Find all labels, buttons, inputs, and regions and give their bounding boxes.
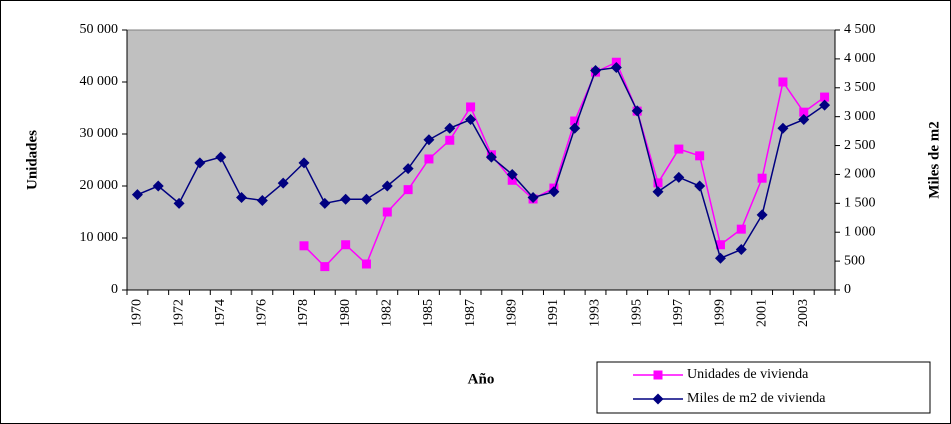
point: [360, 193, 372, 205]
point: [466, 102, 476, 112]
legend-label: Miles de m2 de vivienda: [687, 391, 826, 406]
x-tick-label: 1972: [171, 299, 186, 327]
point: [570, 116, 580, 126]
series-line: [137, 66, 826, 260]
y-tick-label: 20 000: [80, 178, 119, 193]
x-tick-label: 1993: [588, 299, 603, 327]
y2-tick-label: 2 500: [844, 138, 876, 153]
y-tick-label: 30 000: [80, 126, 119, 141]
x-tick-label: 1995: [629, 299, 644, 327]
plot-area: [126, 29, 836, 291]
point: [569, 122, 581, 134]
point: [152, 180, 164, 192]
point: [653, 178, 663, 188]
legend: [596, 361, 931, 414]
y2-tick-label: 1 000: [844, 224, 876, 239]
point: [423, 134, 435, 146]
y-axis-title: Unidades: [24, 130, 40, 190]
y2-tick-label: 3 000: [844, 109, 876, 124]
x-tick-label: 1987: [463, 299, 478, 327]
y-tick-label: 50 000: [80, 22, 119, 37]
point: [381, 180, 393, 192]
point: [527, 192, 539, 204]
y-tick-label: 10 000: [80, 230, 119, 245]
x-tick-label: 1985: [421, 299, 436, 327]
point: [277, 177, 289, 189]
point: [756, 209, 768, 221]
point: [215, 151, 227, 163]
point: [506, 168, 518, 180]
point: [714, 252, 726, 264]
point: [631, 105, 643, 117]
point: [548, 186, 560, 198]
x-tick-label: 1978: [296, 299, 311, 327]
point: [424, 154, 434, 164]
y2-tick-label: 3 500: [844, 80, 876, 95]
y2-tick-label: 4 000: [844, 51, 876, 66]
point: [298, 157, 310, 169]
point: [735, 244, 747, 256]
y-tick-label: 0: [111, 282, 118, 297]
point: [590, 64, 602, 76]
point: [507, 175, 517, 185]
point: [236, 192, 248, 204]
point: [361, 259, 371, 269]
x-tick-label: 2003: [796, 299, 811, 327]
x-tick-label: 1974: [213, 299, 228, 327]
y2-tick-label: 500: [844, 253, 865, 268]
point: [131, 189, 143, 201]
x-tick-label: 1976: [255, 299, 270, 327]
x-tick-label: 1997: [671, 299, 686, 327]
x-tick-label: 1980: [338, 299, 353, 327]
legend-label: Unidades de vivienda: [687, 367, 809, 382]
point: [299, 241, 309, 251]
point: [694, 180, 706, 192]
point: [173, 197, 185, 209]
point: [798, 114, 810, 126]
point: [610, 62, 622, 74]
point: [695, 151, 705, 161]
point: [652, 186, 664, 198]
point: [320, 262, 330, 272]
x-tick-label: 1989: [504, 299, 519, 327]
x-axis-title: Año: [468, 371, 495, 387]
point: [445, 135, 455, 145]
y-tick-label: 40 000: [80, 74, 119, 89]
point: [674, 144, 684, 154]
x-tick-label: 2001: [754, 299, 769, 327]
y2-tick-label: 4 500: [844, 22, 876, 37]
point: [465, 114, 477, 126]
point: [820, 92, 830, 102]
point: [256, 194, 268, 206]
y2-tick-label: 1 500: [844, 196, 876, 211]
x-tick-label: 1999: [713, 299, 728, 327]
point: [319, 197, 331, 209]
point: [653, 370, 663, 380]
point: [382, 207, 392, 217]
point: [777, 122, 789, 134]
y2-tick-label: 2 000: [844, 167, 876, 182]
x-tick-label: 1991: [546, 299, 561, 327]
point: [715, 240, 725, 250]
x-tick-label: 1970: [130, 299, 145, 327]
point: [341, 240, 351, 250]
point: [194, 157, 206, 169]
y2-tick-label: 0: [844, 282, 851, 297]
x-tick-label: 1982: [380, 299, 395, 327]
point: [652, 393, 664, 405]
point: [485, 151, 497, 163]
point: [736, 224, 746, 234]
point: [819, 99, 831, 111]
point: [778, 77, 788, 87]
point: [403, 185, 413, 195]
point: [799, 107, 809, 117]
y2-axis-title: Miles de m2: [926, 121, 942, 198]
point: [340, 193, 352, 205]
point: [757, 173, 767, 183]
point: [444, 122, 456, 134]
point: [673, 171, 685, 183]
point: [402, 163, 414, 175]
